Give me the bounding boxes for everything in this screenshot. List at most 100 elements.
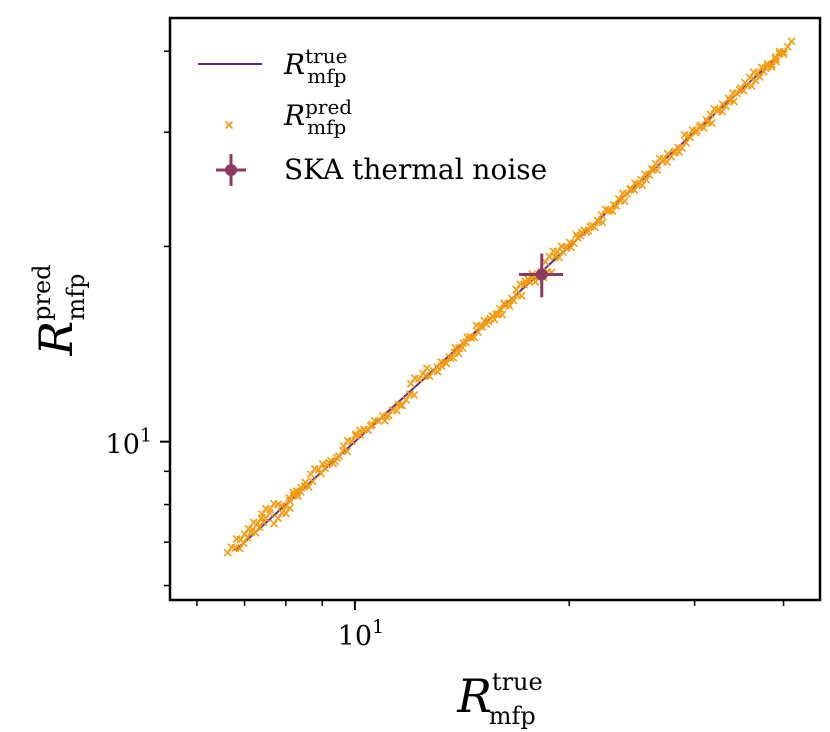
pred-point: [569, 239, 578, 248]
pred-point: [491, 310, 501, 319]
pred-point: [409, 390, 419, 400]
x-axis-ticks: [196, 600, 785, 610]
pred-point: [384, 411, 393, 420]
pred-point: [614, 194, 623, 203]
pred-point: [505, 301, 514, 311]
pred-point: [296, 487, 305, 496]
plot-frame: [168, 16, 822, 602]
pred-point: [512, 285, 521, 294]
legend-x-marker: [224, 120, 234, 130]
pred-point: [717, 107, 727, 116]
legend-pred-label: Rpred mfp: [283, 95, 352, 139]
ska-errorbar: [518, 253, 563, 298]
pred-point: [347, 437, 356, 446]
pred-point: [281, 509, 291, 518]
pred-point: [406, 379, 415, 388]
pred-point: [397, 401, 407, 410]
pred-point: [235, 544, 244, 553]
pred-point: [582, 227, 591, 237]
pred-point: [509, 296, 518, 305]
pred-point: [355, 430, 365, 439]
x-tick-label: 101: [338, 616, 384, 652]
pred-point: [314, 465, 323, 474]
pred-point: [753, 68, 762, 77]
pred-point: [721, 102, 731, 111]
pred-point: [647, 165, 656, 174]
pred-point: [779, 48, 788, 57]
pred-point: [461, 338, 471, 347]
pred-point: [759, 67, 768, 76]
pred-point: [317, 469, 326, 478]
pred-point: [425, 372, 434, 381]
pred-point: [525, 277, 534, 286]
pred-point: [691, 128, 700, 137]
pred-point: [273, 514, 283, 523]
pred-point: [380, 416, 389, 425]
legend-ska-dot: [225, 164, 237, 176]
pred-point: [304, 482, 313, 491]
pred-point: [593, 216, 602, 225]
pred-point: [285, 504, 295, 513]
legend-ska-swatch: [216, 154, 246, 186]
y-tick-label: 101: [106, 425, 152, 461]
pred-point: [724, 94, 734, 103]
pred-point: [707, 118, 716, 128]
pred-point: [339, 441, 348, 451]
pred-point: [442, 359, 451, 368]
pred-point: [645, 170, 654, 179]
pred-point: [401, 395, 411, 404]
legend-true-label: Rtrue mfp: [283, 44, 347, 88]
pred-point: [779, 50, 788, 59]
pred-point: [729, 97, 739, 106]
pred-point: [630, 185, 639, 195]
pred-point: [755, 72, 764, 82]
pred-point: [558, 248, 568, 257]
pred-point: [598, 218, 607, 227]
pred-point: [257, 509, 267, 519]
pred-point: [422, 364, 431, 373]
pred-point: [414, 374, 423, 384]
pred-point: [677, 144, 687, 153]
pred-points: [223, 37, 796, 557]
pred-point: [459, 338, 468, 347]
pred-point: [482, 320, 491, 329]
pred-point: [739, 86, 748, 95]
x-axis-label: Rtrue mfp: [456, 668, 542, 730]
pred-point: [651, 159, 660, 168]
y-axis-ticks: [160, 50, 170, 587]
pred-point: [498, 310, 507, 319]
pred-point: [308, 477, 317, 486]
pred-point: [236, 535, 245, 544]
pred-point: [684, 131, 693, 140]
pred-point: [699, 123, 708, 132]
ska-point: [535, 268, 548, 281]
pred-point: [251, 528, 260, 537]
y-axis-label: Rpred mfp: [28, 264, 90, 356]
legend-ska-label: SKA thermal noise: [284, 153, 547, 186]
pred-point: [612, 201, 621, 210]
pred-point: [771, 54, 780, 64]
pred-point: [433, 363, 442, 372]
pred-point: [747, 81, 756, 90]
pred-point: [363, 425, 373, 435]
pred-point: [783, 42, 792, 51]
pred-point: [681, 138, 691, 147]
pred-point: [637, 175, 646, 184]
pred-point: [620, 196, 629, 206]
pred-point: [473, 328, 483, 337]
pred-point: [495, 304, 505, 313]
pred-point: [787, 37, 796, 46]
pred-point: [622, 189, 631, 199]
pred-point: [531, 278, 540, 287]
pred-point: [269, 519, 279, 528]
pred-point: [253, 519, 262, 528]
pred-point: [455, 344, 464, 353]
pred-point: [342, 447, 352, 456]
pred-point: [771, 52, 780, 62]
pred-point: [281, 502, 290, 511]
pred-point: [306, 470, 315, 479]
pred-point: [669, 148, 679, 157]
pred-point: [561, 243, 570, 253]
